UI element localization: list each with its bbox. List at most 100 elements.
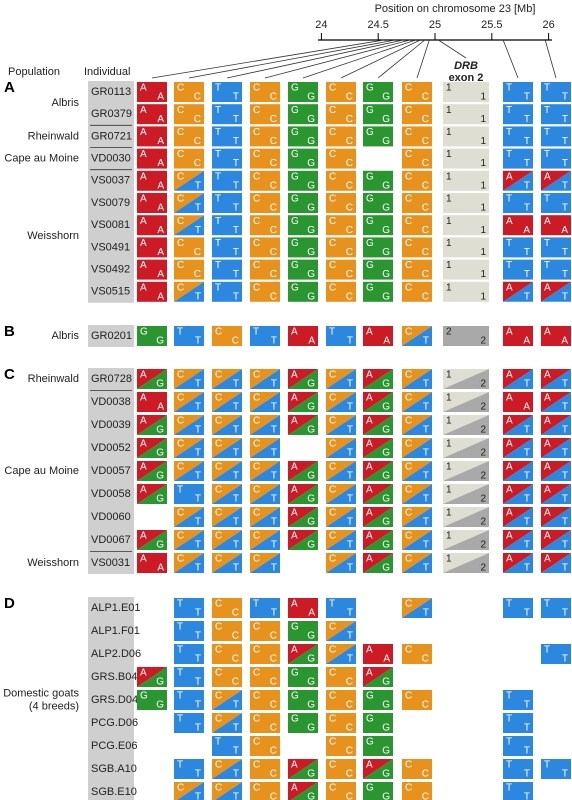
- population-label: Domestic goats: [3, 687, 79, 699]
- allele-2: A: [157, 92, 164, 103]
- population-label: Rheinwald: [28, 373, 79, 385]
- axis-title: Position on chromosome 23 [Mb]: [375, 3, 536, 15]
- marker-leader: [438, 39, 467, 59]
- genotype-cell: [326, 326, 356, 346]
- genotype-cell-allele2: [402, 507, 432, 527]
- allele-2: T: [271, 379, 277, 390]
- allele-1: C: [405, 238, 412, 249]
- genotype-cell-allele2: [402, 461, 432, 481]
- allele-1: T: [215, 737, 221, 748]
- individual-label: GR0113: [91, 86, 131, 98]
- allele-2: T: [524, 136, 530, 147]
- genotype-cell-allele2: [288, 369, 318, 389]
- genotype-cell: [363, 644, 393, 664]
- genotype-cell-allele2: [503, 170, 533, 191]
- allele-1: G: [291, 105, 299, 116]
- genotype-cell: [503, 193, 533, 213]
- genotype-cell-allele2: [212, 461, 242, 481]
- genotype-cell-allele2: [363, 392, 393, 412]
- allele-1: C: [177, 149, 184, 160]
- genotype-cell: [174, 104, 204, 125]
- tick-label: 24: [315, 19, 327, 31]
- allele-1: T: [544, 260, 550, 271]
- genotype-cell: [288, 126, 318, 147]
- allele-2: G: [382, 494, 390, 505]
- allele-1: C: [215, 439, 222, 450]
- genotype-cell-allele2: [174, 281, 204, 302]
- genotype-cell-allele2: [326, 438, 356, 458]
- genotype-cell: [326, 170, 356, 191]
- allele-2: T: [233, 494, 239, 505]
- allele-1: C: [215, 531, 222, 542]
- genotype-cell: [288, 82, 318, 102]
- allele-2: G: [307, 114, 315, 125]
- allele-1: G: [366, 171, 374, 182]
- allele-1: T: [215, 127, 221, 138]
- genotype-cell: [326, 281, 356, 302]
- panel-letter: C: [4, 366, 15, 383]
- allele-1: T: [215, 216, 221, 227]
- genotype-cell-allele2: [137, 484, 167, 504]
- allele-1: T: [506, 599, 512, 610]
- allele-2: T: [195, 448, 201, 459]
- population-label: Albris: [51, 97, 79, 109]
- allele-1: G: [366, 282, 374, 293]
- allele-2: T: [423, 402, 429, 413]
- allele-1: A: [291, 462, 298, 473]
- allele-2: G: [382, 425, 390, 436]
- allele-1: T: [506, 714, 512, 725]
- allele-1: C: [329, 127, 336, 138]
- allele-2: T: [233, 540, 239, 551]
- allele-2: G: [382, 247, 390, 258]
- allele-1: C: [329, 171, 336, 182]
- genotype-cell: [288, 104, 318, 125]
- allele-2: A: [523, 402, 530, 413]
- genotype-cell: [443, 104, 489, 125]
- genotype-cell-allele2: [250, 553, 280, 573]
- genotype-cell: [443, 170, 489, 191]
- genotype-cell-allele2: [541, 170, 571, 191]
- genotype-cell: [137, 215, 167, 236]
- individual-label: VD0067: [91, 534, 131, 546]
- allele-2: T: [347, 379, 353, 390]
- allele-1: A: [140, 393, 147, 404]
- allele-2: G: [382, 700, 390, 711]
- allele-1: C: [329, 149, 336, 160]
- allele-1: C: [253, 171, 260, 182]
- genotype-cell: [212, 326, 242, 346]
- allele-1: C: [329, 714, 336, 725]
- allele-1: C: [177, 462, 184, 473]
- genotype-cell: [174, 259, 204, 280]
- allele-1: A: [366, 668, 373, 679]
- genotype-cell-allele2: [503, 553, 533, 573]
- genotype-cell-allele2: [215, 782, 242, 800]
- allele-2: 2: [480, 563, 486, 574]
- allele-1: C: [329, 622, 336, 633]
- genotype-cell: [174, 644, 204, 664]
- allele-2: T: [195, 379, 201, 390]
- allele-2: G: [156, 448, 164, 459]
- allele-2: A: [157, 247, 164, 258]
- allele-1: A: [366, 508, 373, 519]
- genotype-cell-allele1: [212, 782, 242, 800]
- allele-1: C: [329, 260, 336, 271]
- allele-1: T: [544, 760, 550, 771]
- allele-2: C: [270, 769, 277, 780]
- genotype-cell: [250, 170, 280, 191]
- allele-2: T: [347, 425, 353, 436]
- individual-label: VS0081: [91, 219, 130, 231]
- allele-2: C: [194, 158, 201, 169]
- allele-2: G: [156, 677, 164, 688]
- allele-1: C: [329, 531, 336, 542]
- genotype-cell: [503, 82, 533, 102]
- allele-1: G: [291, 216, 299, 227]
- genotype-cell-allele2: [443, 438, 489, 458]
- allele-2: 1: [480, 247, 486, 258]
- allele-1: G: [291, 260, 299, 271]
- genotype-cell: [541, 215, 571, 236]
- allele-1: A: [291, 531, 298, 542]
- allele-1: C: [253, 622, 260, 633]
- allele-1: A: [544, 216, 551, 227]
- genotype-cell-allele2: [174, 507, 204, 527]
- allele-1: A: [140, 83, 147, 94]
